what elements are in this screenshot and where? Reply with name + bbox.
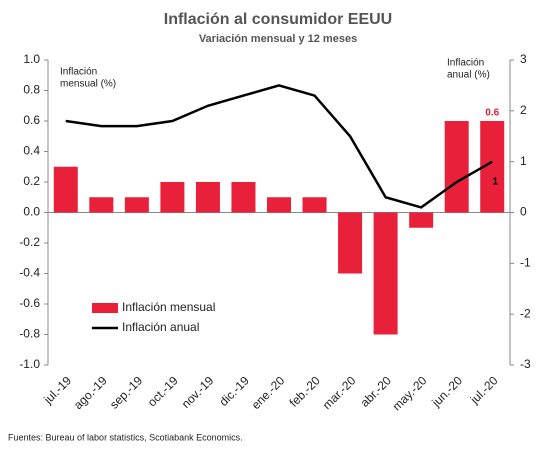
data-label: 1 [492, 176, 498, 187]
y2-tick-label: -1 [520, 256, 531, 270]
x-tick-label: sep.-19 [107, 373, 145, 411]
legend-swatch [92, 303, 118, 313]
y2-axis-title: anual (%) [447, 70, 490, 81]
y-axis-title: mensual (%) [60, 79, 116, 90]
bar [195, 182, 220, 213]
bar [89, 197, 114, 213]
y-tick-label: -0.2 [19, 235, 40, 249]
y-tick-label: -0.8 [19, 327, 40, 341]
x-tick-label: mar.-20 [320, 373, 359, 412]
bar [409, 212, 434, 228]
x-tick-label: oct.-19 [145, 373, 181, 409]
legend-label: Inflación mensual [122, 300, 215, 314]
y2-tick-label: 2 [520, 103, 527, 117]
y-axis-title: Inflación [60, 67, 97, 78]
x-tick-label: jun.-20 [428, 373, 465, 410]
x-tick-label: abr.-20 [358, 373, 395, 410]
bar [160, 182, 185, 213]
x-tick-label: ene.-20 [249, 373, 288, 412]
y-tick-label: 1.0 [23, 52, 40, 66]
x-tick-label: may.-20 [390, 373, 430, 413]
x-tick-label: nov.-19 [179, 373, 217, 411]
y2-axis-title: Inflación [447, 58, 484, 69]
bar [267, 197, 291, 213]
bar [124, 197, 149, 213]
bar [231, 182, 256, 213]
x-tick-label: feb.-20 [287, 373, 324, 410]
line [65, 84, 493, 209]
bar [444, 121, 469, 213]
y2-tick-label: -3 [520, 357, 531, 371]
y-tick-label: 0.4 [23, 144, 40, 158]
y-tick-label: -0.6 [19, 296, 40, 310]
x-tick-label: jul.-20 [467, 373, 501, 407]
y2-tick-label: 1 [520, 154, 527, 168]
x-tick-label: ago.-19 [71, 373, 110, 412]
bar [53, 166, 78, 213]
legend-label: Inflación anual [122, 320, 199, 334]
y-tick-label: -1.0 [19, 357, 40, 371]
y-tick-label: 0.6 [23, 113, 40, 127]
bar [302, 197, 327, 213]
y-tick-label: 0.8 [23, 83, 40, 97]
y-tick-label: -0.4 [19, 266, 40, 280]
data-label: 0.6 [485, 108, 499, 119]
x-tick-label: jul.-19 [40, 373, 74, 407]
y2-tick-label: -2 [520, 306, 531, 320]
chart-title: Inflación al consumidor EEUU [164, 11, 392, 28]
y2-tick-label: 3 [520, 52, 527, 66]
y-tick-label: 0.2 [23, 174, 40, 188]
source-note: Fuentes: Bureau of labor statistics, Sco… [8, 432, 243, 442]
x-tick-label: dic.-19 [216, 373, 252, 409]
bar [338, 212, 363, 274]
y-tick-label: 0.0 [23, 205, 40, 219]
chart-subtitle: Variación mensual y 12 meses [199, 33, 357, 45]
bar [373, 212, 398, 335]
y2-tick-label: 0 [520, 205, 527, 219]
